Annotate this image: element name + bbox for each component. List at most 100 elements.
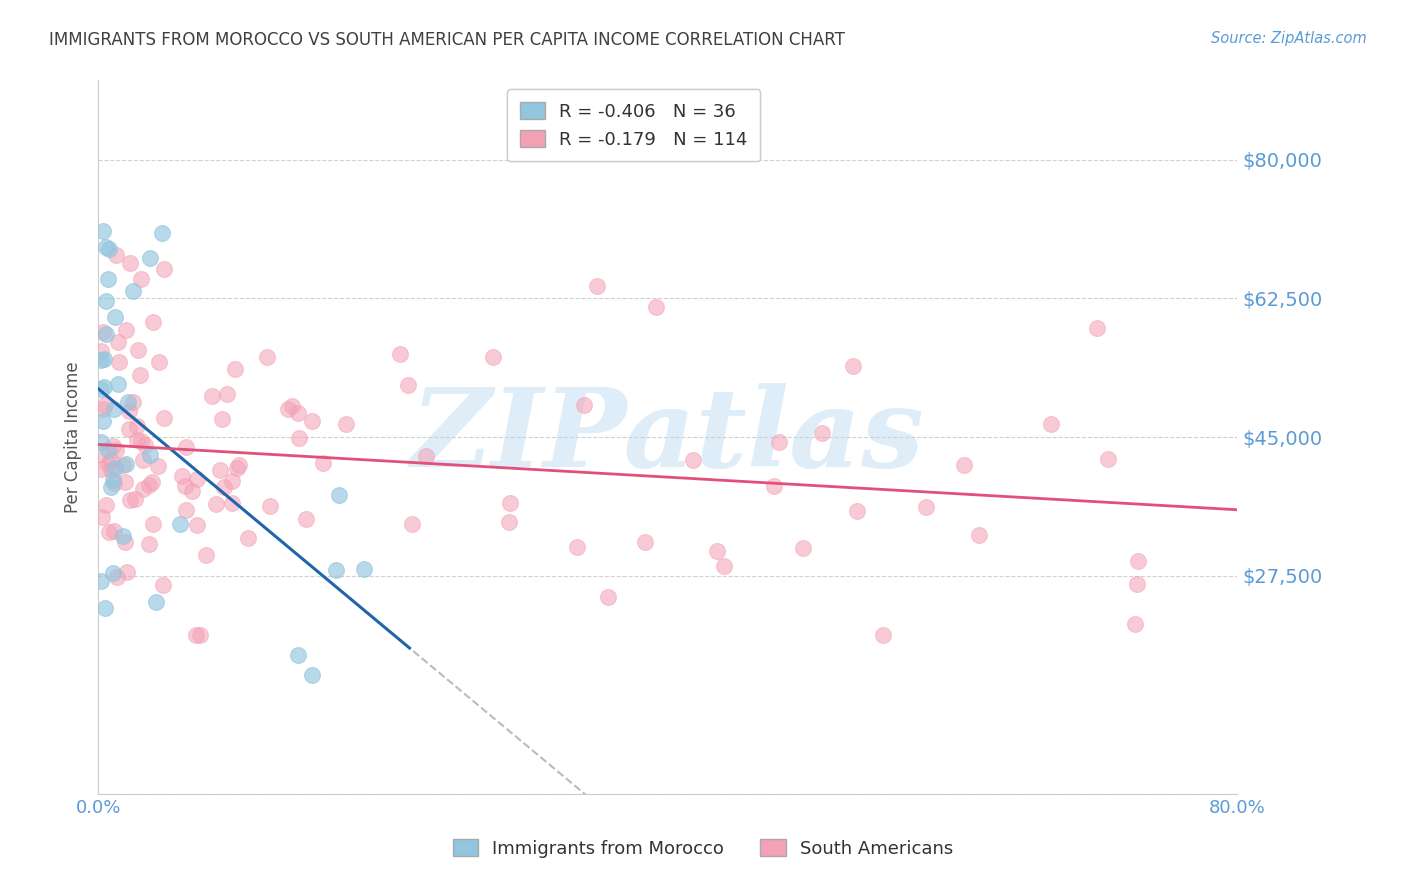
Point [256,350,278,364]
Point [768,435,790,450]
Point [181,484,204,499]
Point [105,570,128,584]
Point [1123,616,1146,631]
Point [93,380,115,394]
Point [90,343,112,358]
Point [90,382,112,396]
Legend: R = -0.406   N = 36, R = -0.179   N = 114: R = -0.406 N = 36, R = -0.179 N = 114 [508,89,761,161]
Y-axis label: Per Capita Income: Per Capita Income [65,361,83,513]
Point [915,500,938,515]
Point [134,438,156,452]
Point [201,389,224,403]
Text: IMMIGRANTS FROM MOROCCO VS SOUTH AMERICAN PER CAPITA INCOME CORRELATION CHART: IMMIGRANTS FROM MOROCCO VS SOUTH AMERICA… [49,31,845,49]
Point [682,453,704,467]
Point [872,628,894,642]
Point [90,462,112,476]
Point [953,458,976,472]
Point [574,398,596,412]
Point [706,543,728,558]
Point [214,480,236,494]
Point [125,433,148,447]
Point [174,479,197,493]
Point [967,528,990,542]
Point [152,226,174,240]
Point [93,351,115,366]
Point [100,453,122,467]
Point [842,359,865,373]
Point [186,628,208,642]
Point [115,457,138,471]
Point [335,417,357,431]
Point [585,279,607,293]
Point [186,517,208,532]
Point [118,255,141,269]
Point [138,477,160,491]
Point [211,411,233,425]
Point [281,399,304,413]
Point [215,387,238,401]
Point [195,548,218,562]
Point [101,439,124,453]
Point [301,668,323,682]
Point [90,447,112,461]
Point [121,395,143,409]
Point [97,442,120,457]
Point [107,377,129,392]
Point [127,418,149,433]
Point [90,574,112,588]
Point [148,355,170,369]
Point [115,565,138,579]
Point [91,414,114,428]
Point [145,595,167,609]
Point [288,431,311,445]
Point [97,524,120,539]
Point [792,541,814,555]
Point [259,499,281,513]
Point [228,458,250,472]
Point [634,534,657,549]
Point [104,461,127,475]
Point [103,473,125,487]
Point [645,300,668,314]
Point [115,323,138,337]
Point [94,498,117,512]
Point [153,261,176,276]
Point [129,368,152,382]
Point [93,402,115,417]
Point [94,240,117,254]
Point [90,510,112,524]
Point [104,248,127,262]
Point [91,325,114,339]
Point [132,453,155,467]
Point [312,456,335,470]
Point [107,355,129,369]
Point [225,461,247,475]
Point [138,251,160,265]
Point [91,224,114,238]
Point [114,535,136,549]
Point [90,353,112,368]
Point [141,475,163,490]
Point [596,590,619,604]
Point [170,468,193,483]
Text: Source: ZipAtlas.com: Source: ZipAtlas.com [1211,31,1367,46]
Point [763,479,786,493]
Point [188,628,211,642]
Point [396,377,419,392]
Point [565,540,588,554]
Point [713,559,735,574]
Point [97,271,120,285]
Point [146,459,169,474]
Point [103,566,125,580]
Point [176,503,198,517]
Point [301,414,323,428]
Point [221,496,243,510]
Point [353,562,375,576]
Point [142,517,165,532]
Point [236,531,259,545]
Point [104,442,127,457]
Point [153,411,176,425]
Point [139,448,162,462]
Point [129,271,152,285]
Point [1126,554,1149,568]
